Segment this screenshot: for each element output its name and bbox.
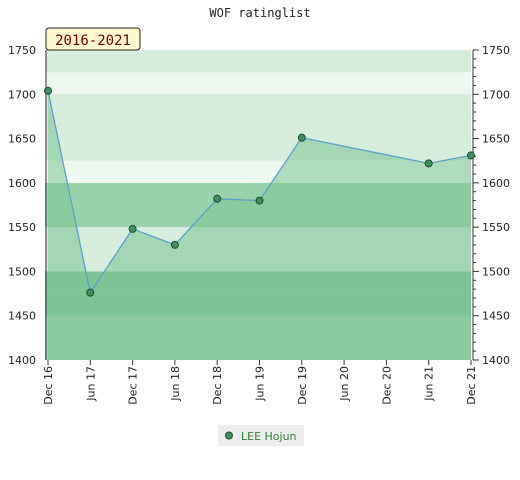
y-tick-label-right: 1750	[482, 44, 510, 57]
y-tick-label-right: 1500	[482, 265, 510, 278]
data-point	[86, 288, 95, 297]
legend-label: LEE Hojun	[241, 430, 297, 443]
axis-layer	[45, 49, 479, 365]
data-point	[424, 159, 433, 168]
data-point	[170, 240, 179, 249]
y-tick-label-left: 1400	[8, 354, 36, 367]
period-badge-box	[45, 27, 141, 51]
points-layer	[44, 86, 475, 297]
data-point	[213, 194, 222, 203]
y-tick-label-left: 1700	[8, 88, 36, 101]
y-tick-label-right: 1700	[482, 88, 510, 101]
period-badge-text: 2016-2021	[55, 33, 131, 49]
legend: LEE Hojun	[218, 425, 304, 446]
x-tick-label: Jun 21	[423, 366, 436, 402]
x-tick-label: Dec 20	[380, 366, 393, 405]
y-tick-label-right: 1600	[482, 177, 510, 190]
chart-title: WOF ratinglist	[209, 6, 310, 20]
background-band	[45, 94, 471, 117]
y-tick-label-left: 1500	[8, 265, 36, 278]
y-tick-label-left: 1650	[8, 133, 36, 146]
background-band	[45, 116, 471, 139]
legend-box	[218, 425, 304, 446]
y-tick-label-right: 1650	[482, 133, 510, 146]
y-tick-label-right: 1550	[482, 221, 510, 234]
x-tick-label: Dec 21	[465, 366, 478, 405]
x-tick-label: Dec 16	[42, 366, 55, 405]
y-tick-label-left: 1450	[8, 310, 36, 323]
x-tick-label: Jun 19	[254, 366, 267, 402]
data-point	[255, 196, 264, 205]
y-tick-label-right: 1450	[482, 310, 510, 323]
y-tick-label-right: 1400	[482, 354, 510, 367]
y-tick-label-left: 1750	[8, 44, 36, 57]
data-point	[128, 224, 137, 233]
data-point	[297, 133, 306, 142]
period-badge: 2016-2021	[45, 27, 141, 51]
series-area	[48, 90, 471, 360]
background-band	[45, 72, 471, 95]
x-tick-label: Jun 20	[338, 366, 351, 402]
y-tick-label-left: 1600	[8, 177, 36, 190]
y-tick-label-left: 1550	[8, 221, 36, 234]
labels-layer: 1400 1400 1450 1450 1500 1500 1550 1550 1600 1600…	[8, 44, 510, 405]
x-tick-label: Dec 17	[127, 366, 140, 405]
x-tick-label: Dec 18	[211, 366, 224, 405]
data-point	[467, 151, 475, 160]
data-point	[44, 86, 52, 95]
x-tick-label: Jun 18	[169, 366, 182, 402]
x-tick-label: Dec 19	[296, 366, 309, 405]
background-band	[45, 138, 471, 161]
background-band	[45, 50, 471, 73]
legend-marker	[225, 431, 233, 440]
x-tick-label: Jun 17	[84, 366, 97, 402]
